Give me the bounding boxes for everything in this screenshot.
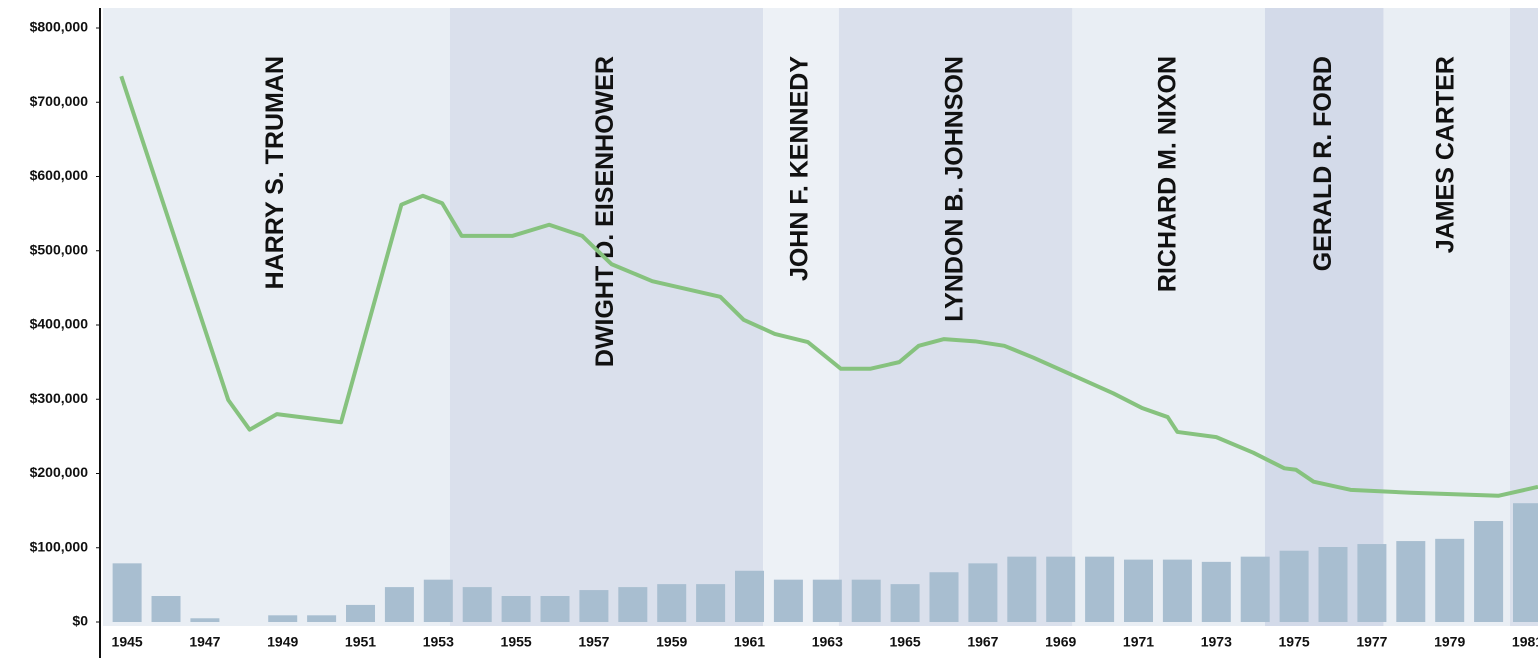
president-band [1072, 8, 1265, 626]
line [119, 75, 1538, 498]
president-name: DWIGHT D. EISENHOWER [591, 56, 619, 367]
bar [540, 596, 570, 622]
president-band [1264, 8, 1384, 626]
president-band [103, 8, 450, 626]
x-tick-label: 1955 [501, 634, 532, 650]
line-layer [119, 75, 1538, 498]
bar [1007, 556, 1037, 622]
x-tick-label: 1961 [734, 634, 765, 650]
president-name: RICHARD M. NIXON [1153, 56, 1181, 292]
bar [1201, 561, 1231, 622]
bar [773, 579, 803, 622]
y-tick-label: $400,000 [30, 316, 89, 332]
president-name: GERALD R. FORD [1309, 56, 1337, 271]
bar [190, 618, 220, 622]
bar [268, 615, 298, 622]
bar [657, 584, 687, 622]
x-tick-label: 1959 [656, 634, 687, 650]
x-tick-label: 1953 [423, 634, 454, 650]
bar [1046, 556, 1076, 622]
bar [346, 604, 376, 622]
president-name: JAMES CARTER [1431, 56, 1459, 253]
y-tick-label: $500,000 [30, 241, 89, 257]
president-name: LYNDON B. JOHNSON [940, 56, 968, 322]
bar [929, 572, 959, 622]
y-tick-label: $200,000 [30, 464, 89, 480]
bar [1435, 538, 1465, 622]
bar [735, 570, 765, 622]
bar [1396, 541, 1426, 622]
ticks: $0 $100,000 $200,000 $300,000 $400,000 $500,0… [30, 19, 1538, 650]
bar [1357, 544, 1387, 622]
x-tick-label: 1977 [1356, 634, 1387, 650]
bar [501, 596, 531, 622]
y-tick-label: $800,000 [30, 19, 89, 35]
bar [579, 590, 609, 622]
bar [890, 584, 920, 622]
x-tick-label: 1965 [890, 634, 921, 650]
bar [851, 579, 881, 622]
y-tick-label: $100,000 [30, 538, 89, 554]
y-tick-label: $600,000 [30, 167, 89, 183]
bar [1085, 556, 1115, 622]
x-tick-label: 1969 [1045, 634, 1076, 650]
y-tick-label: $700,000 [30, 93, 89, 109]
bar [1474, 521, 1504, 622]
x-tick-label: 1975 [1279, 634, 1310, 650]
bar [968, 563, 998, 622]
bar [1318, 547, 1348, 622]
bar [1240, 556, 1270, 622]
president-band [449, 8, 764, 626]
bar [462, 587, 492, 622]
bar [812, 579, 842, 622]
bar [151, 596, 181, 622]
x-tick-label: 1945 [112, 634, 143, 650]
bar [1124, 559, 1154, 622]
x-tick-label: 1979 [1434, 634, 1465, 650]
x-tick-label: 1981 [1512, 634, 1538, 650]
x-tick-label: 1971 [1123, 634, 1154, 650]
bar [1512, 503, 1538, 622]
bar [618, 587, 648, 622]
y-tick-label: $300,000 [30, 390, 89, 406]
president-labels: HARRY S. TRUMAN DWIGHT D. EISENHOWER JOHN … [261, 56, 1459, 367]
x-tick-label: 1973 [1201, 634, 1232, 650]
president-band [838, 8, 1073, 626]
x-tick-label: 1963 [812, 634, 843, 650]
president-band [763, 8, 839, 626]
president-name: JOHN F. KENNEDY [786, 56, 814, 281]
president-name: HARRY S. TRUMAN [261, 56, 289, 289]
x-tick-label: 1957 [578, 634, 609, 650]
x-tick-label: 1951 [345, 634, 376, 650]
bar [112, 563, 142, 622]
bar [1279, 550, 1309, 622]
bar [696, 584, 726, 622]
bars [112, 503, 1538, 622]
x-tick-label: 1947 [189, 634, 220, 650]
bar [307, 615, 337, 622]
x-tick-label: 1967 [967, 634, 998, 650]
bar [1162, 559, 1192, 622]
y-tick-label: $0 [72, 613, 88, 629]
bar [423, 579, 453, 622]
bar [384, 587, 414, 622]
x-tick-label: 1949 [267, 634, 298, 650]
